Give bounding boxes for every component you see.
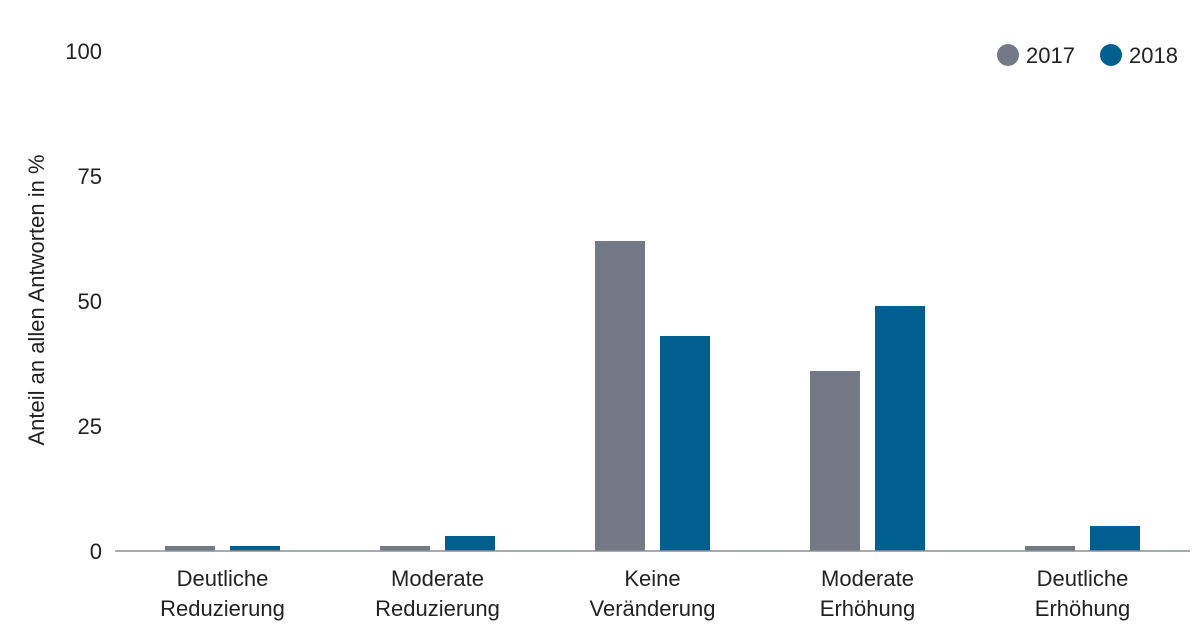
x-category-label: Moderate (821, 566, 914, 591)
legend-label-2017: 2017 (1026, 43, 1075, 68)
bar-2017-2 (380, 546, 430, 551)
bar-2017-5 (1025, 546, 1075, 551)
x-category-label: Reduzierung (375, 596, 500, 621)
bar-2018-3 (660, 336, 710, 551)
y-tick-label: 25 (78, 414, 102, 439)
x-category-label: Reduzierung (160, 596, 285, 621)
x-category-label: Erhöhung (820, 596, 915, 621)
legend-label-2018: 2018 (1129, 43, 1178, 68)
x-category-label: Deutliche (1037, 566, 1129, 591)
legend: 2017 2018 (997, 43, 1178, 68)
bars (165, 241, 1140, 551)
bar-2018-4 (875, 306, 925, 551)
legend-marker-2017 (997, 44, 1019, 66)
y-tick-label: 100 (65, 39, 102, 64)
bar-2017-4 (810, 371, 860, 551)
legend-item-2017: 2017 (997, 43, 1075, 68)
bar-2018-2 (445, 536, 495, 551)
x-category-label: Erhöhung (1035, 596, 1130, 621)
x-axis-categories: Deutliche Reduzierung Moderate Reduzierung K… (160, 566, 1130, 621)
y-tick-label: 50 (78, 289, 102, 314)
bar-2018-5 (1090, 526, 1140, 551)
y-axis-ticks: 0 25 50 75 100 (65, 39, 102, 564)
bar-2017-3 (595, 241, 645, 551)
x-category-label: Veränderung (590, 596, 716, 621)
y-tick-label: 0 (90, 539, 102, 564)
y-axis-label: Anteil an allen Antworten in % (24, 154, 49, 445)
y-tick-label: 75 (78, 164, 102, 189)
legend-marker-2018 (1100, 44, 1122, 66)
legend-item-2018: 2018 (1100, 43, 1178, 68)
bar-2018-1 (230, 546, 280, 551)
x-category-label: Keine (624, 566, 680, 591)
bar-2017-1 (165, 546, 215, 551)
x-category-label: Moderate (391, 566, 484, 591)
x-category-label: Deutliche (177, 566, 269, 591)
